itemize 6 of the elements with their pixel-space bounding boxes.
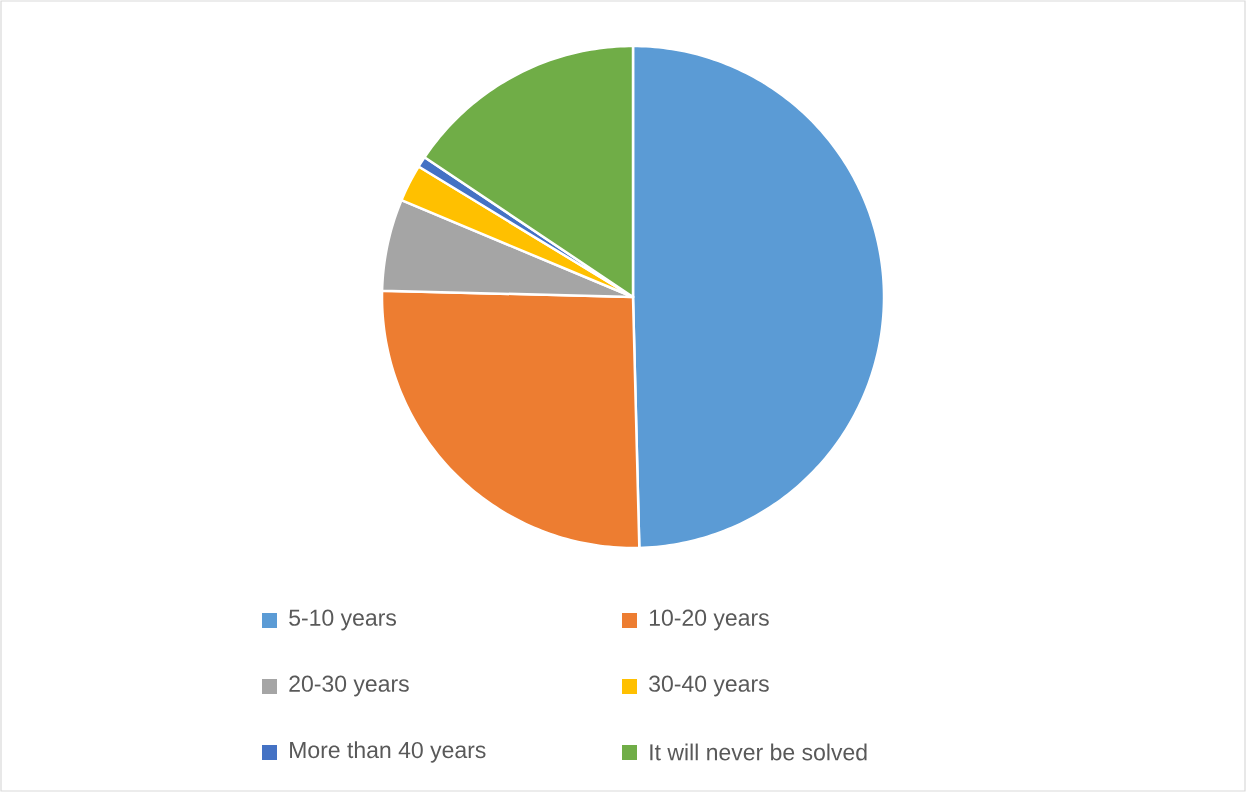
legend-label: 10-20 years — [649, 609, 769, 631]
legend-label: 30-40 years — [649, 675, 769, 697]
legend-label: 20-30 years — [289, 675, 409, 697]
legend-label: More than 40 years — [290, 741, 486, 763]
legend-label: It will never be solved — [650, 743, 867, 761]
legend-label: 5-10 years — [289, 609, 397, 631]
